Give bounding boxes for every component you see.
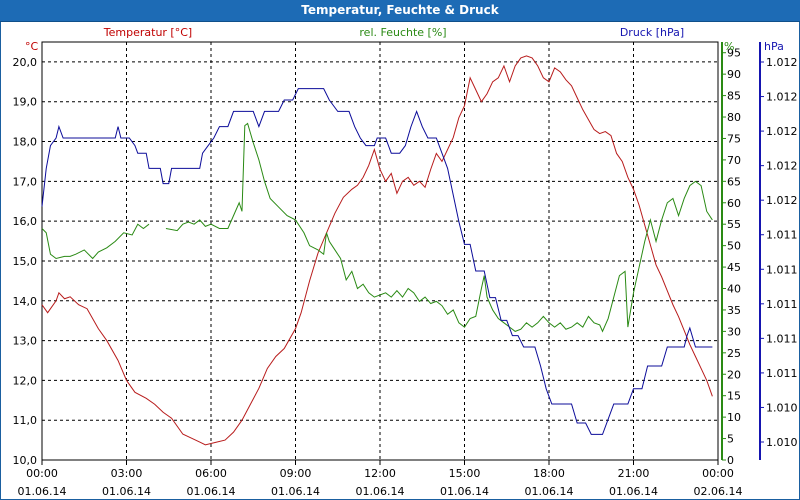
y-tick-humidity: 25 [727,347,741,360]
y-tick-pressure: 1.012 [766,194,798,207]
x-tick-date: 01.06.14 [525,485,574,498]
series-line-pressure [41,88,713,435]
y-axis-unit-humidity: % [724,40,734,53]
y-tick-humidity: 65 [727,175,741,188]
y-tick-humidity: 70 [727,154,741,167]
x-tick-time: 18:00 [533,467,565,480]
x-tick-date: 01.06.14 [18,485,67,498]
x-tick-date: 01.06.14 [609,485,658,498]
y-tick-humidity: 50 [727,240,741,253]
y-tick-pressure: 1.012 [766,91,798,104]
y-tick-temperature: 20,0 [13,56,38,69]
y-tick-temperature: 10,0 [13,454,38,467]
y-tick-humidity: 0 [727,454,734,467]
y-tick-temperature: 16,0 [13,215,38,228]
y-tick-pressure: 1.011 [766,298,798,311]
series-line-humidity [41,223,150,260]
y-tick-humidity: 80 [727,111,741,124]
y-tick-humidity: 15 [727,390,741,403]
y-tick-humidity: 45 [727,261,741,274]
y-tick-pressure: 1.010 [766,401,798,414]
y-tick-pressure: 1.012 [766,56,798,69]
y-tick-pressure: 1.011 [766,367,798,380]
x-tick-time: 15:00 [449,467,481,480]
y-tick-temperature: 13,0 [13,335,38,348]
x-tick-date: 01.06.14 [271,485,320,498]
y-tick-humidity: 10 [727,411,741,424]
y-tick-humidity: 60 [727,197,741,210]
y-tick-pressure: 1.011 [766,229,798,242]
y-axis-unit-pressure: hPa [764,40,784,53]
x-tick-date: 02.06.14 [694,485,743,498]
title-bar: Temperatur, Feuchte & Druck [0,0,800,22]
window-title: Temperatur, Feuchte & Druck [301,3,499,17]
series-line-temperature [41,55,713,446]
y-tick-temperature: 18,0 [13,136,38,149]
legend-temperature: Temperatur [°C] [103,26,192,39]
x-tick-date: 01.06.14 [356,485,405,498]
x-tick-time: 12:00 [364,467,396,480]
y-tick-humidity: 20 [727,368,741,381]
y-tick-temperature: 15,0 [13,255,38,268]
y-tick-humidity: 90 [727,68,741,81]
legend-humidity: rel. Feuchte [%] [359,26,446,39]
y-tick-humidity: 40 [727,283,741,296]
x-tick-time: 09:00 [280,467,312,480]
y-tick-temperature: 19,0 [13,96,38,109]
x-tick-time: 00:00 [26,467,58,480]
y-tick-humidity: 75 [727,132,741,145]
y-tick-pressure: 1.010 [766,436,798,449]
y-axis-unit-temperature: °C [25,40,39,53]
y-tick-humidity: 55 [727,218,741,231]
y-tick-humidity: 35 [727,304,741,317]
x-tick-date: 01.06.14 [440,485,489,498]
y-tick-pressure: 1.012 [766,125,798,138]
y-tick-pressure: 1.011 [766,263,798,276]
y-tick-temperature: 14,0 [13,295,38,308]
y-tick-temperature: 17,0 [13,175,38,188]
y-tick-humidity: 30 [727,325,741,338]
x-tick-time: 06:00 [195,467,227,480]
y-tick-temperature: 12,0 [13,374,38,387]
series-line-humidity [165,122,713,333]
legend-pressure: Druck [hPa] [620,26,684,39]
y-tick-pressure: 1.012 [766,160,798,173]
x-tick-time: 03:00 [111,467,143,480]
y-tick-humidity: 85 [727,90,741,103]
y-tick-humidity: 5 [727,433,734,446]
x-tick-date: 01.06.14 [102,485,151,498]
y-tick-humidity: 95 [727,47,741,60]
x-tick-time: 00:00 [702,467,734,480]
y-tick-temperature: 11,0 [13,414,38,427]
y-tick-pressure: 1.011 [766,332,798,345]
x-tick-date: 01.06.14 [187,485,236,498]
x-tick-time: 21:00 [618,467,650,480]
